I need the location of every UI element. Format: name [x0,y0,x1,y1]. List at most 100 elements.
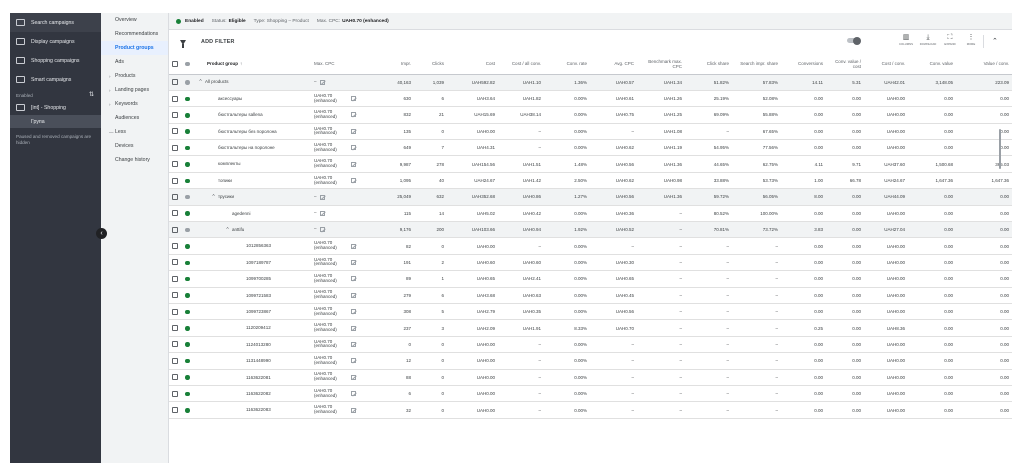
row-checkbox[interactable] [172,308,178,315]
max-cpc-value[interactable]: UAH0.70 (enhanced) [314,371,337,382]
product-group-name[interactable]: 1097189787 [246,259,272,265]
row-checkbox[interactable] [172,374,178,381]
bid-simulator-icon[interactable] [351,243,356,249]
status-dot[interactable] [185,162,190,167]
max-cpc-value[interactable]: – [314,210,317,216]
sidebar-item-shopping-campaigns[interactable]: Shopping campaigns [10,51,101,70]
header-max-cpc[interactable]: Max. CPC [311,54,367,75]
product-group-cell[interactable]: бюстгальтеры sallena [193,106,311,124]
nav-product-groups[interactable]: Product groups [101,41,168,55]
header-cost-conv[interactable]: Cost / conv. [864,54,908,75]
max-cpc-cell[interactable]: – [311,74,367,91]
row-select-cell[interactable] [169,287,182,304]
status-dot[interactable] [185,408,190,413]
header-product-group[interactable]: Product group ↑ [193,54,311,75]
product-group-cell[interactable]: ^ трусики [193,188,311,206]
row-checkbox[interactable] [172,292,178,299]
row-select-cell[interactable] [169,205,182,223]
product-group-cell[interactable]: 1099721583 [193,287,311,304]
header-cost-all-conv[interactable]: Cost / all conv. [498,54,544,75]
product-group-name[interactable]: бюстгальтеры на поролоне [218,145,275,151]
status-dot[interactable] [185,194,190,200]
row-checkbox[interactable] [172,177,178,184]
nav-audiences[interactable]: Audiences [101,111,168,125]
bid-simulator-icon[interactable] [319,227,325,233]
header-conv-value[interactable]: Conv. value [908,54,956,75]
row-checkbox[interactable] [172,144,178,151]
max-cpc-cell[interactable]: UAH0.70 (enhanced) [311,90,367,108]
max-cpc-value[interactable]: UAH0.70 (enhanced) [314,404,337,414]
bid-simulator-icon[interactable] [351,292,356,298]
table-row[interactable]: ^ anttifu –9,176 200 UAH103.66 UAH0.94 1.92% UA… [169,221,1012,239]
max-cpc-value[interactable]: – [314,226,317,232]
product-group-name[interactable]: 1163622081 [246,374,271,380]
product-group-cell[interactable]: agedenni [193,205,311,223]
product-group-cell[interactable]: 1012856363 [193,237,311,255]
table-row[interactable]: 1012856363 UAH0.70 (enhanced) 82 0 UAH0.00–0… [169,237,1012,255]
max-cpc-cell[interactable]: UAH0.70 (enhanced) [311,369,367,386]
product-group-name[interactable]: All products [205,79,229,85]
status-dot[interactable] [185,113,190,118]
row-select-cell[interactable] [169,188,182,206]
header-conv-rate[interactable]: Conv. rate [544,54,590,75]
segment-toggle[interactable] [847,36,861,45]
collapse-chevron-icon[interactable]: ^ [212,193,215,200]
product-group-name[interactable]: anttifu [232,226,245,232]
product-group-name[interactable]: 1012856363 [246,243,272,249]
status-cell[interactable] [182,172,193,190]
bid-simulator-icon[interactable] [319,210,325,216]
max-cpc-cell[interactable]: UAH0.70 (enhanced) [311,385,367,403]
status-dot[interactable] [185,326,190,331]
table-row[interactable]: аксессуары UAH0.70 (enhanced) 630 6 UAH3.64 U… [169,90,1012,108]
table-row[interactable]: бюстгальтеры на поролоне UAH0.70 (enhance… [169,139,1012,157]
nav-less[interactable]: — Less [101,125,168,139]
status-dot[interactable] [185,391,190,397]
max-cpc-cell[interactable]: UAH0.70 (enhanced) [311,139,367,157]
select-all-checkbox[interactable] [172,60,178,67]
bid-simulator-icon[interactable] [351,161,356,167]
status-cell[interactable] [182,319,193,337]
bid-simulator-icon[interactable] [351,391,356,397]
product-group-cell[interactable]: ^ anttifu [193,221,311,239]
row-select-cell[interactable] [169,270,182,288]
row-checkbox[interactable] [172,390,178,397]
sidebar-campaign-int-shopping[interactable]: [int] - Shopping [10,101,101,115]
table-row[interactable]: ^ All products –40,163 1,039 UAH592.82 UAH1.1… [169,74,1012,91]
max-cpc-value[interactable]: UAH0.70 (enhanced) [314,305,337,316]
product-group-name[interactable]: 1163622082 [246,390,271,396]
status-dot[interactable] [185,145,190,151]
bid-simulator-icon[interactable] [351,178,356,184]
header-clicks[interactable]: Clicks [414,54,447,75]
status-dot[interactable] [185,80,190,85]
nav-devices[interactable]: Devices [101,139,168,153]
row-select-cell[interactable] [169,369,182,386]
max-cpc-value[interactable]: UAH0.70 (enhanced) [314,289,337,300]
row-checkbox[interactable] [172,407,178,413]
max-cpc-cell[interactable]: UAH0.70 (enhanced) [311,270,367,288]
bid-simulator-icon[interactable] [351,407,356,413]
product-group-name[interactable]: бюстгальтеры sallena [218,112,263,118]
nav-keywords[interactable]: › Keywords [101,97,168,111]
row-checkbox[interactable] [172,325,178,332]
max-cpc-value[interactable]: UAH0.70 (enhanced) [314,273,337,283]
status-cell[interactable] [182,221,193,239]
status-cell[interactable] [182,139,193,157]
header-search-impr-share[interactable]: Search impr. share [732,54,781,75]
status-dot[interactable] [185,342,190,347]
header-cost[interactable]: Cost [447,54,498,75]
product-group-cell[interactable]: 1124013280 [193,336,311,354]
product-group-name[interactable]: 1120209412 [246,325,271,331]
table-row[interactable]: 1097189787 UAH0.70 (enhanced) 191 2 UAH0.60 U… [169,254,1012,272]
row-select-cell[interactable] [169,172,182,190]
table-row[interactable]: 1099723867 UAH0.70 (enhanced) 308 5 UAH2.79 U… [169,303,1012,321]
max-cpc-cell[interactable]: UAH0.70 (enhanced) [311,106,367,124]
nav-recommendations[interactable]: Recommendations [101,27,168,41]
status-dot[interactable] [185,358,190,364]
row-select-cell[interactable] [169,139,182,157]
bid-simulator-icon[interactable] [351,96,356,102]
row-select-cell[interactable] [169,155,182,173]
product-group-cell[interactable]: 1131448990 [193,352,311,370]
row-select-cell[interactable] [169,74,182,91]
sort-icon[interactable]: ⇅ [88,92,94,98]
more-button[interactable]: ⋮ MORE [962,34,980,46]
